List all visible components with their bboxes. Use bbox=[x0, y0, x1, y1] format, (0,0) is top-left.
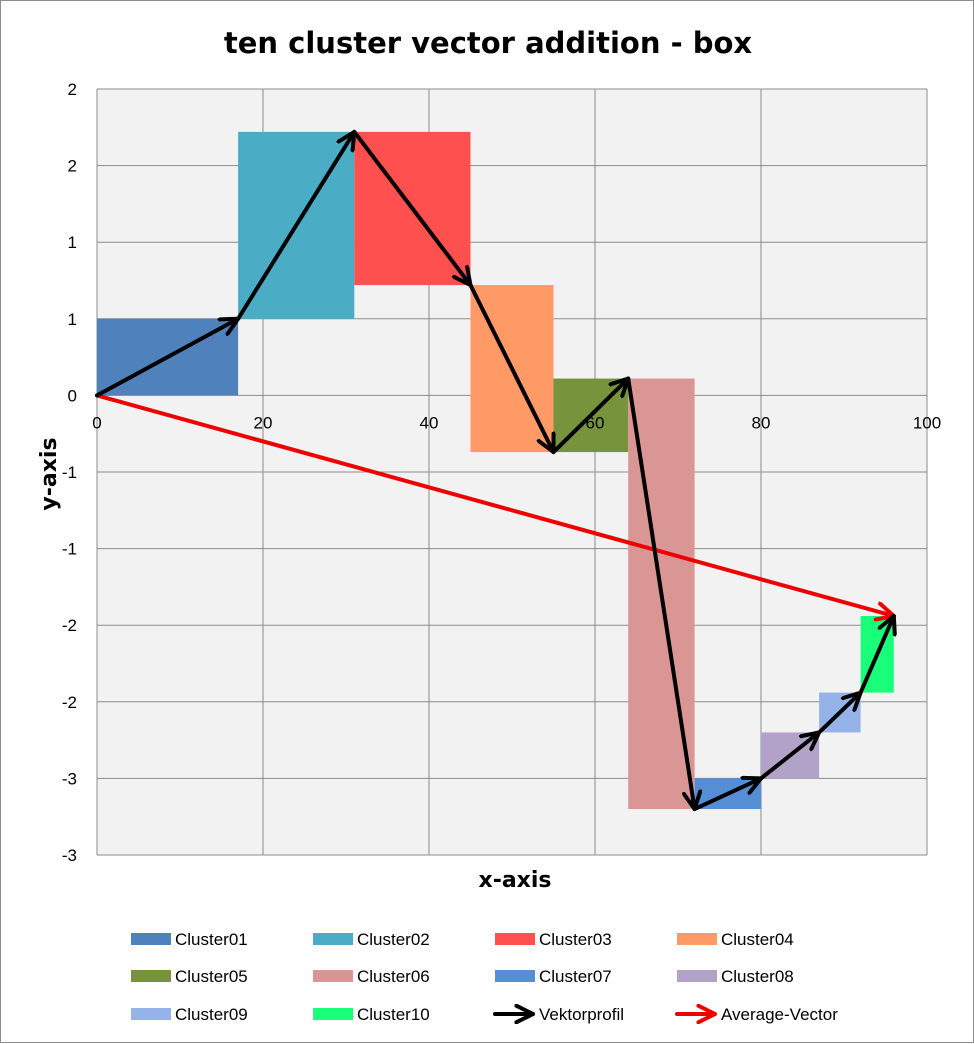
legend-label-cluster01: Cluster01 bbox=[175, 930, 248, 949]
legend-label-average-vector: Average-Vector bbox=[721, 1005, 838, 1024]
legend-label-cluster10: Cluster10 bbox=[357, 1005, 430, 1024]
legend: Cluster01 Cluster02 Cluster03 Cluster04 Clus… bbox=[131, 930, 838, 1024]
vektorprofil-segment-8 bbox=[759, 730, 822, 781]
legend-label-vektorprofil: Vektorprofil bbox=[539, 1005, 624, 1024]
y-tick-label-8: -2 bbox=[62, 693, 77, 712]
vektorprofil-segment-10 bbox=[858, 614, 894, 695]
vektorprofil-segment-4 bbox=[468, 283, 554, 455]
legend-label-cluster02: Cluster02 bbox=[357, 930, 430, 949]
legend-label-cluster07: Cluster07 bbox=[539, 967, 612, 986]
x-tick-label-0: 0 bbox=[92, 413, 101, 432]
legend-swatch-cluster01 bbox=[131, 933, 171, 945]
y-tick-label-4: 0 bbox=[68, 386, 77, 405]
legend-label-cluster09: Cluster09 bbox=[175, 1005, 248, 1024]
legend-label-cluster05: Cluster05 bbox=[175, 967, 248, 986]
y-tick-label-10: -3 bbox=[62, 846, 77, 865]
vektorprofil-segment-2 bbox=[236, 129, 357, 321]
legend-swatch-cluster10 bbox=[313, 1008, 353, 1020]
legend-swatch-cluster04 bbox=[677, 933, 717, 945]
y-tick-label-6: -1 bbox=[62, 540, 77, 559]
vector-series bbox=[95, 129, 896, 812]
y-tick-label-0: 2 bbox=[68, 80, 77, 99]
chart-title: ten cluster vector addition - box bbox=[224, 26, 752, 60]
x-tick-label-2: 40 bbox=[420, 413, 439, 432]
average-vector-segment-1 bbox=[95, 393, 896, 616]
vektorprofil-segment-7 bbox=[692, 778, 763, 812]
legend-swatch-cluster06 bbox=[313, 970, 353, 982]
x-tick-label-5: 100 bbox=[913, 413, 941, 432]
y-tick-label-9: -3 bbox=[62, 769, 77, 788]
legend-label-cluster04: Cluster04 bbox=[721, 930, 794, 949]
vektorprofil-segment-3 bbox=[352, 129, 473, 288]
legend-swatch-cluster02 bbox=[313, 933, 353, 945]
legend-label-cluster06: Cluster06 bbox=[357, 967, 430, 986]
vektorprofil-segment-6 bbox=[626, 376, 694, 812]
legend-swatch-cluster03 bbox=[495, 933, 535, 945]
tick-labels: 0 20 40 60 80 100 2 2 1 1 0 -1 -1 -2 -2 -3 -3 bbox=[62, 80, 941, 865]
y-axis-title: y-axis bbox=[37, 437, 62, 510]
legend-label-cluster08: Cluster08 bbox=[721, 967, 794, 986]
legend-label-cluster03: Cluster03 bbox=[539, 930, 612, 949]
vektorprofil-segment-1 bbox=[95, 316, 241, 398]
x-tick-label-3: 60 bbox=[586, 413, 605, 432]
x-tick-label-1: 20 bbox=[254, 413, 273, 432]
legend-swatch-cluster05 bbox=[131, 970, 171, 982]
y-tick-label-1: 2 bbox=[68, 157, 77, 176]
vektorprofil-segment-5 bbox=[551, 376, 631, 455]
legend-swatch-cluster07 bbox=[495, 970, 535, 982]
y-tick-label-2: 1 bbox=[68, 233, 77, 252]
y-tick-label-7: -2 bbox=[62, 616, 77, 635]
y-tick-label-3: 1 bbox=[68, 310, 77, 329]
x-axis-title: x-axis bbox=[479, 868, 552, 893]
y-tick-label-5: -1 bbox=[62, 463, 77, 482]
x-tick-label-4: 80 bbox=[752, 413, 771, 432]
legend-swatch-cluster09 bbox=[131, 1008, 171, 1020]
legend-swatch-cluster08 bbox=[677, 970, 717, 982]
vektorprofil-segment-9 bbox=[817, 690, 863, 735]
